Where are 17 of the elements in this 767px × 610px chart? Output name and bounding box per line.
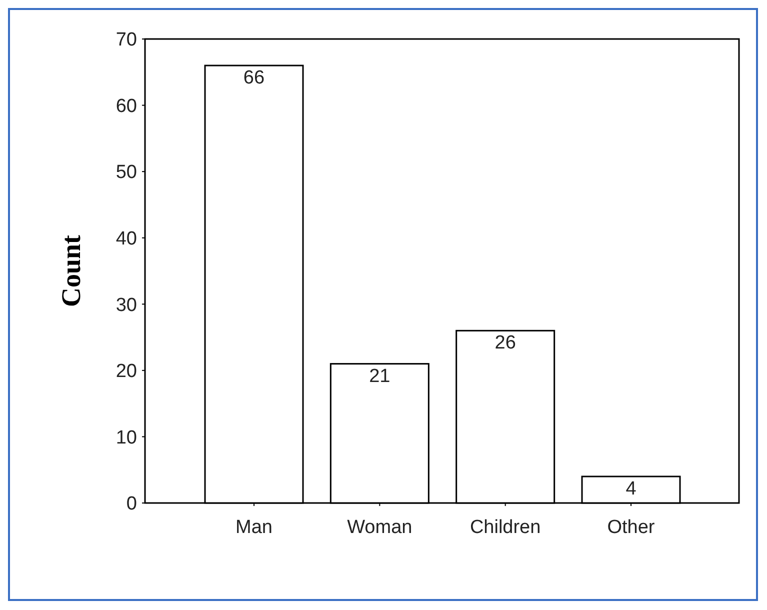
y-tick-label: 50 (116, 162, 137, 184)
y-tick-label: 60 (116, 96, 137, 117)
y-axis-title: Count (56, 234, 86, 308)
y-tick-label: 30 (116, 294, 137, 316)
data-label: 26 (494, 332, 516, 354)
y-tick-label: 10 (116, 427, 137, 448)
y-tick-label: 20 (116, 361, 137, 382)
data-label: 66 (243, 68, 265, 89)
y-tick-label: 40 (116, 228, 137, 250)
x-tick-label: Other (607, 517, 656, 538)
data-label: 4 (626, 478, 637, 500)
y-tick-label: 70 (116, 30, 137, 51)
y-tick-label: 0 (126, 494, 137, 515)
x-tick-label: Children (470, 517, 541, 538)
x-tick-label: Woman (347, 517, 412, 538)
x-tick-label: Man (236, 517, 272, 538)
data-label: 21 (369, 366, 390, 387)
